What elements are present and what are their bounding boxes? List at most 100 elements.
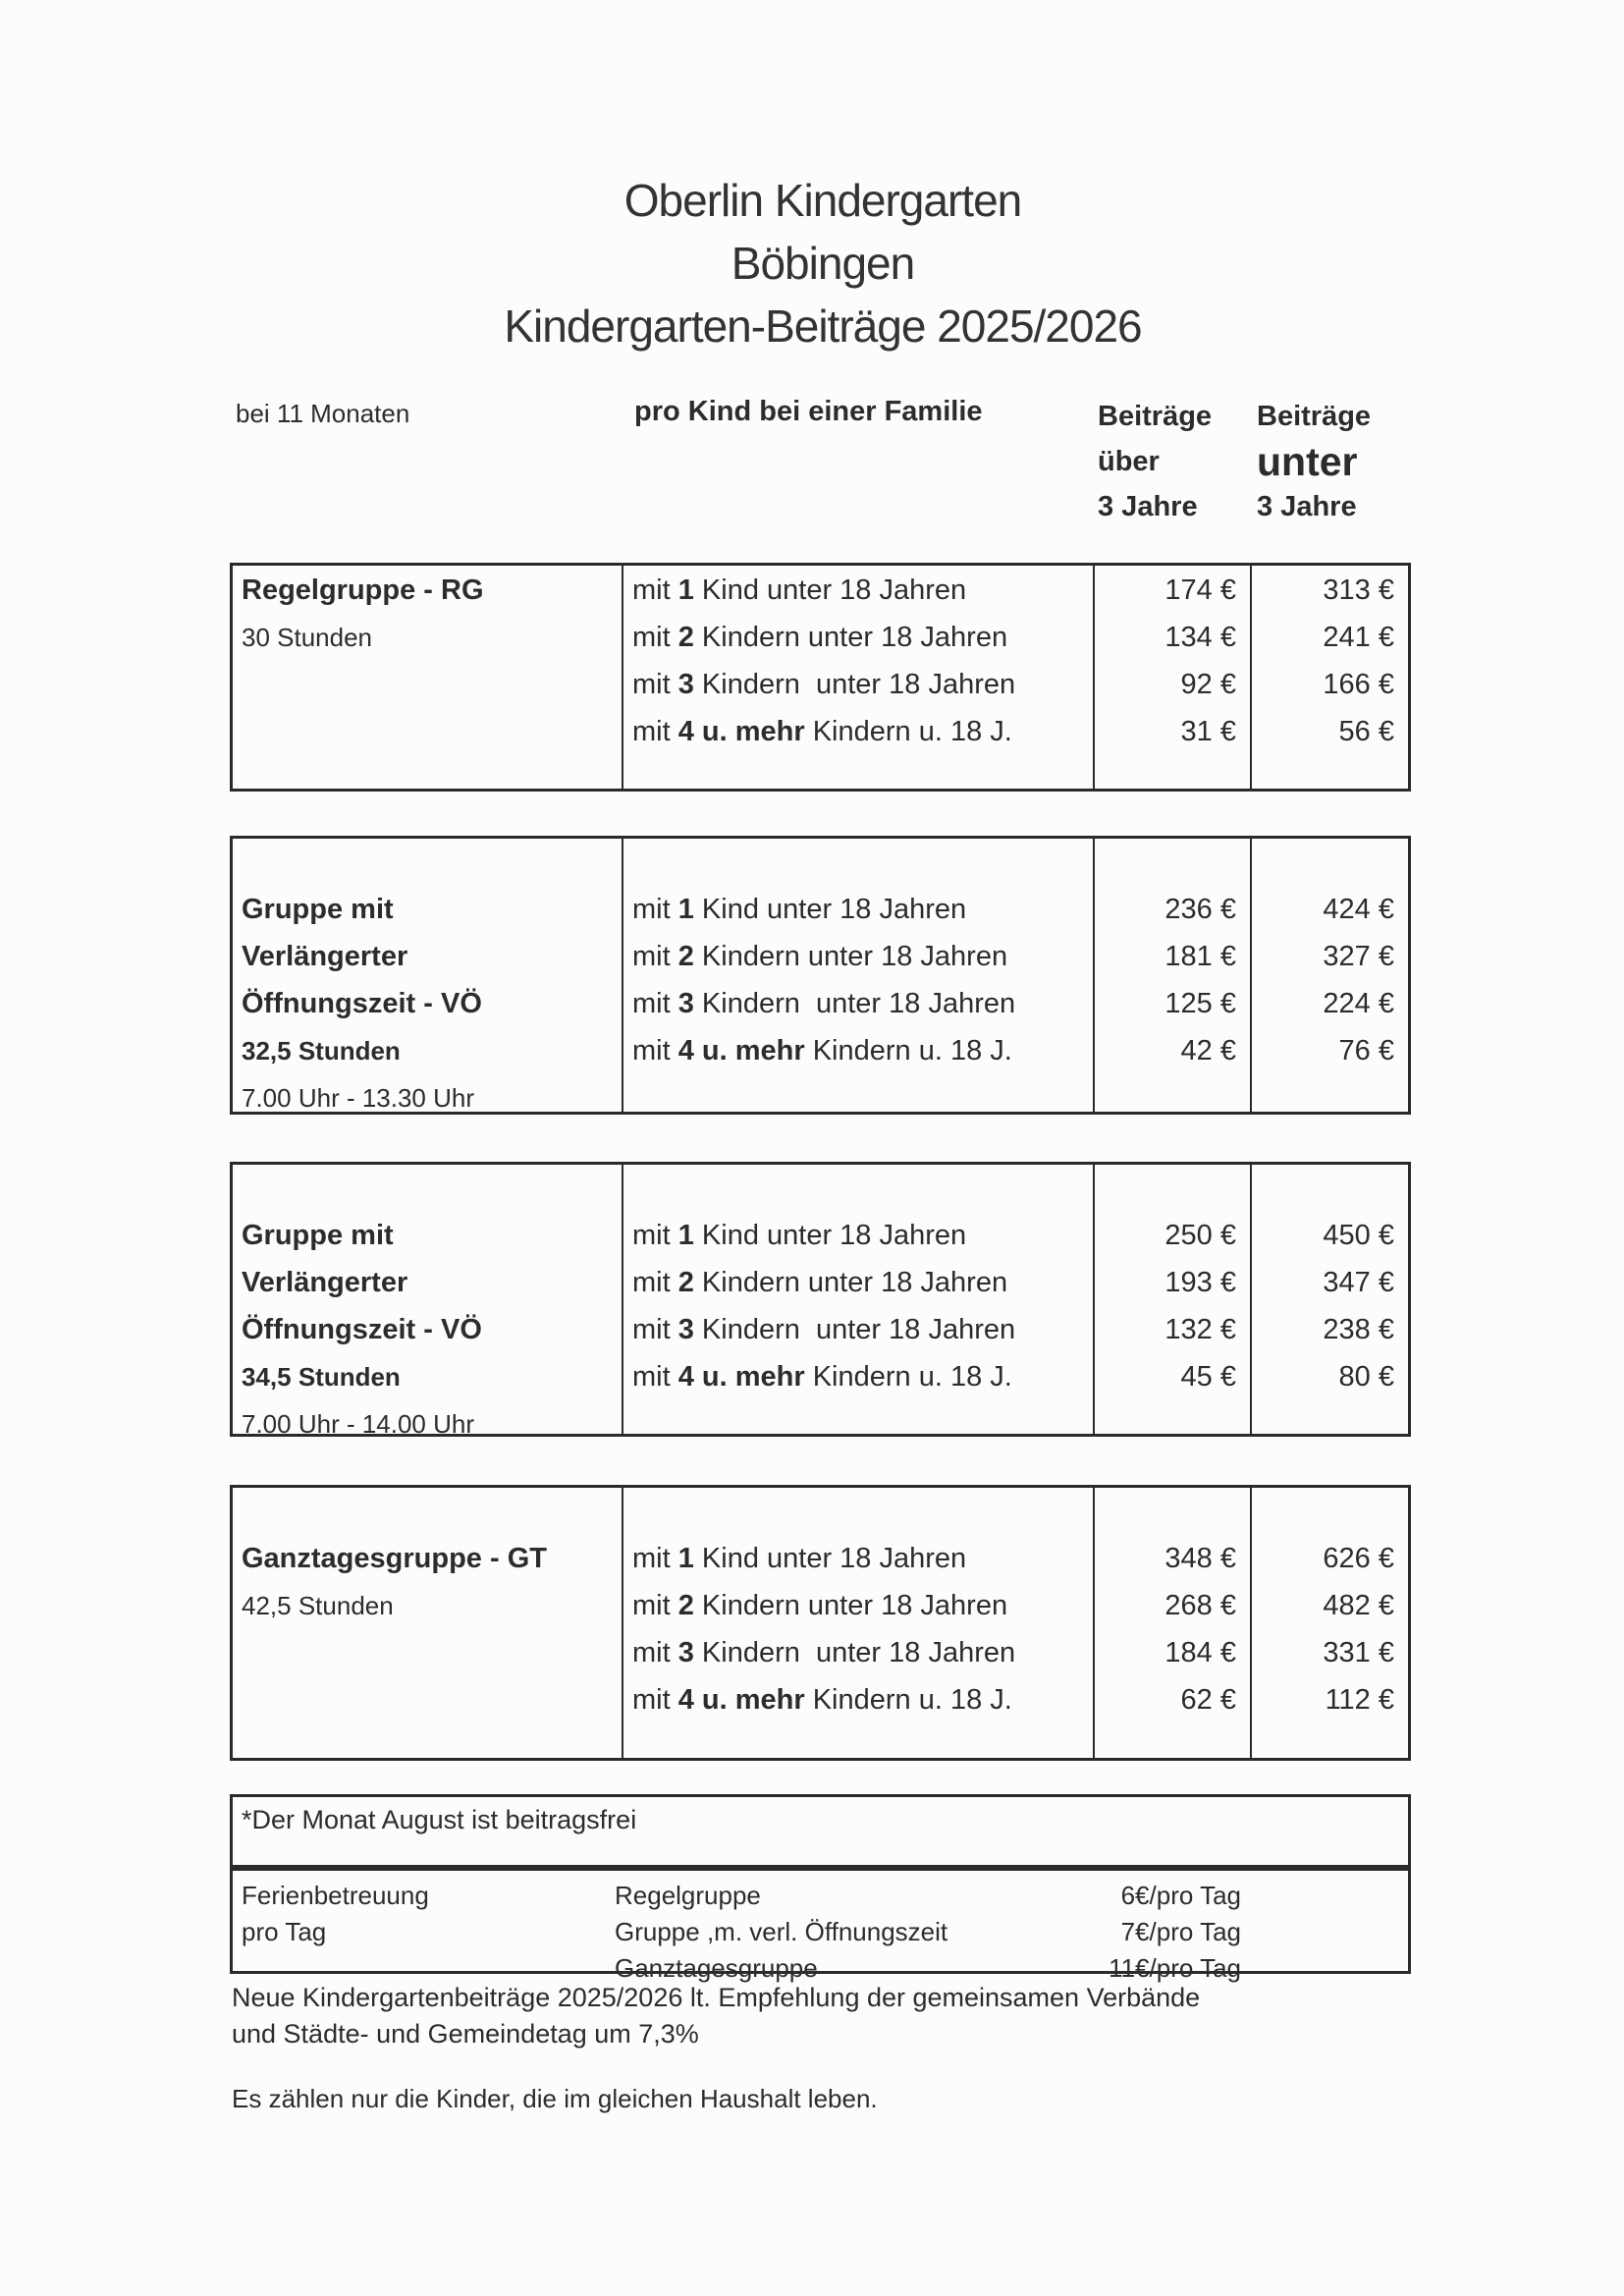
group-time: 7.00 Uhr - 14.00 Uhr [242,1409,475,1439]
column-header-over-3-years: Beiträge über 3 Jahre [1098,394,1212,529]
increase-note-line2: und Städte- und Gemeindetag um 7,3% [232,2019,699,2049]
price-column-under: 450 € 347 € 238 € 80 € [1252,1165,1408,1434]
price-over: 42 € [1180,1035,1236,1066]
household-note: Es zählen nur die Kinder, die im gleiche… [232,2084,878,2113]
price-under: 331 € [1323,1637,1394,1668]
fee-row-desc: mit 4 u. mehr Kindern u. 18 J. [632,1035,1012,1066]
group-name: Gruppe mit [242,894,394,925]
holiday-care-price: 11€/pro Tag [1109,1953,1241,1983]
holiday-care-group: Gruppe ,m. verl. Öffnungszeit [615,1917,948,1946]
holiday-care-box: Ferienbetreuung Regelgruppe 6€/pro Tag p… [230,1868,1411,1983]
price-over: 268 € [1164,1590,1236,1621]
increase-note-line1: Neue Kindergartenbeiträge 2025/2026 lt. … [232,1983,1201,2012]
fee-row-desc: mit 4 u. mehr Kindern u. 18 J. [632,716,1012,747]
title-line-subject: Kindergarten-Beiträge 2025/2026 [504,301,1142,352]
fee-row-desc: mit 4 u. mehr Kindern u. 18 J. [632,1361,1012,1393]
fee-row-desc: mit 1 Kind unter 18 Jahren [632,1543,967,1574]
price-column-over: 250 € 193 € 132 € 45 € [1095,1165,1252,1434]
price-over: 250 € [1164,1220,1236,1251]
price-under: 424 € [1323,894,1394,925]
price-over: 125 € [1164,988,1236,1019]
price-over: 348 € [1164,1543,1236,1574]
holiday-care-price: 6€/pro Tag [1120,1881,1241,1910]
price-under: 166 € [1323,669,1394,700]
group-name: Gruppe mit [242,1220,394,1251]
price-under: 80 € [1338,1361,1394,1393]
holiday-care-price: 7€/pro Tag [1120,1917,1241,1946]
price-over: 181 € [1164,941,1236,972]
holiday-care-row: Ganztagesgruppe 11€/pro Tag [233,1950,1408,1987]
price-column-under: 626 € 482 € 331 € 112 € [1252,1488,1408,1758]
price-over: 31 € [1180,716,1236,747]
fee-row-desc: mit 1 Kind unter 18 Jahren [632,1220,967,1251]
august-note: *Der Monat August ist beitragsfrei [242,1805,637,1834]
group-hours: 42,5 Stunden [242,1591,394,1620]
period-note: bei 11 Monaten [236,399,410,428]
group-hours: 32,5 Stunden [242,1036,401,1066]
fee-row-desc: mit 2 Kindern unter 18 Jahren [632,622,1008,653]
price-under: 450 € [1323,1220,1394,1251]
description-column: mit 1 Kind unter 18 Jahren mit 2 Kindern… [623,1488,1095,1758]
fee-table-ganztagesgruppe: Ganztagesgruppe - GT 42,5 Stunden mit 1 … [230,1485,1411,1761]
fee-row-desc: mit 1 Kind unter 18 Jahren [632,574,967,606]
group-time: 7.00 Uhr - 13.30 Uhr [242,1083,475,1113]
price-over: 134 € [1164,622,1236,653]
price-under: 327 € [1323,941,1394,972]
header-3jahre-under: 3 Jahre [1257,491,1357,522]
group-cell: Ganztagesgruppe - GT 42,5 Stunden [233,1488,623,1758]
price-column-over: 236 € 181 € 125 € 42 € [1095,839,1252,1112]
price-under: 241 € [1323,622,1394,653]
price-over: 132 € [1164,1314,1236,1345]
price-under: 224 € [1323,988,1394,1019]
header-ueber: über [1098,446,1160,477]
holiday-care-row: pro Tag Gruppe ,m. verl. Öffnungszeit 7€… [233,1914,1408,1950]
group-name: Verlängerter [242,941,408,972]
holiday-care-label: pro Tag [242,1917,327,1946]
price-under: 76 € [1338,1035,1394,1066]
price-under: 313 € [1323,574,1394,606]
price-column-over: 174 € 134 € 92 € 31 € [1095,566,1252,789]
price-under: 56 € [1338,716,1394,747]
holiday-care-group: Regelgruppe [615,1881,761,1910]
header-unter: unter [1257,439,1358,484]
title-line-organization: Oberlin Kindergarten [623,175,1022,226]
document-title: Oberlin Kindergarten Böbingen Kindergart… [11,169,1624,357]
group-cell: Regelgruppe - RG 30 Stunden [233,566,623,789]
header-3jahre-over: 3 Jahre [1098,491,1198,522]
header-beitraege-over: Beiträge [1098,401,1213,432]
title-line-city: Böbingen [731,238,915,289]
column-header-under-3-years: Beiträge unter 3 Jahre [1257,394,1371,529]
group-cell: Gruppe mit Verlängerter Öffnungszeit - V… [233,839,623,1113]
price-over: 174 € [1164,574,1236,606]
header-beitraege-under: Beiträge [1257,401,1372,432]
fee-row-desc: mit 3 Kindern unter 18 Jahren [632,669,1016,700]
price-over: 92 € [1180,669,1236,700]
price-under: 112 € [1325,1684,1394,1716]
price-over: 62 € [1180,1684,1236,1716]
group-cell: Gruppe mit Verlängerter Öffnungszeit - V… [233,1165,623,1439]
price-under: 238 € [1323,1314,1394,1345]
fee-row-desc: mit 2 Kindern unter 18 Jahren [632,1267,1008,1298]
fee-row-desc: mit 4 u. mehr Kindern u. 18 J. [632,1684,1012,1716]
fee-row-desc: mit 1 Kind unter 18 Jahren [632,894,967,925]
fee-table-voe-325: Gruppe mit Verlängerter Öffnungszeit - V… [230,836,1411,1115]
group-name: Öffnungszeit - VÖ [242,1314,482,1345]
price-over: 184 € [1164,1637,1236,1668]
price-column-under: 424 € 327 € 224 € 76 € [1252,839,1408,1112]
price-over: 193 € [1164,1267,1236,1298]
per-child-note: pro Kind bei einer Familie [634,396,983,427]
group-name: Regelgruppe - RG [242,574,484,606]
holiday-care-label: Ferienbetreuung [242,1881,429,1910]
group-name: Öffnungszeit - VÖ [242,988,482,1019]
fee-row-desc: mit 3 Kindern unter 18 Jahren [632,988,1016,1019]
holiday-care-row: Ferienbetreuung Regelgruppe 6€/pro Tag [233,1878,1408,1914]
price-under: 347 € [1323,1267,1394,1298]
holiday-care-group: Ganztagesgruppe [615,1953,818,1983]
price-under: 482 € [1323,1590,1394,1621]
group-hours: 34,5 Stunden [242,1362,401,1392]
price-column-over: 348 € 268 € 184 € 62 € [1095,1488,1252,1758]
description-column: mit 1 Kind unter 18 Jahren mit 2 Kindern… [623,566,1095,789]
group-name: Verlängerter [242,1267,408,1298]
group-name: Ganztagesgruppe - GT [242,1543,547,1574]
